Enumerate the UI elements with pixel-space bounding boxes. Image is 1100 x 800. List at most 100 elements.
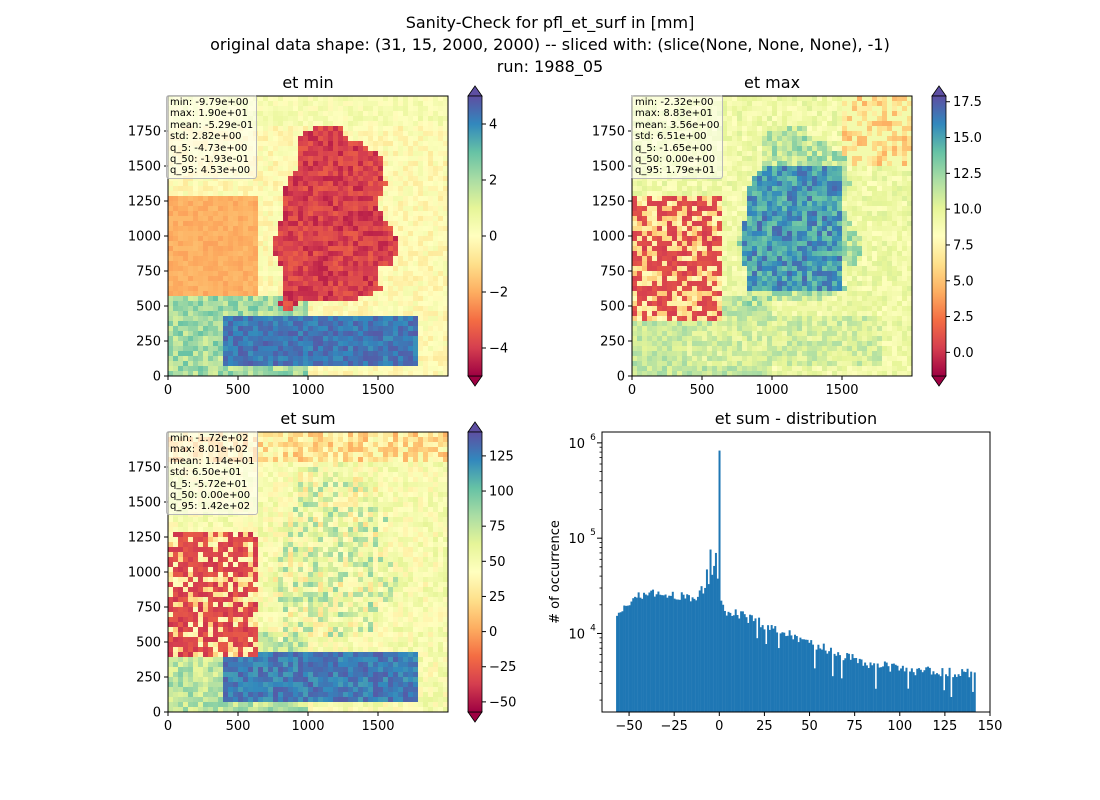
histogram-bar	[889, 671, 892, 712]
histogram-bar	[707, 584, 710, 712]
histogram-bar	[794, 634, 797, 712]
colorbar-tick-label: 0	[489, 230, 497, 245]
histogram-bar	[776, 632, 779, 712]
histogram-bar	[698, 590, 701, 712]
histogram-bar	[682, 594, 685, 712]
axis-title: et sum	[280, 409, 335, 428]
x-tick-label: 0	[715, 719, 723, 734]
histogram-bar	[661, 595, 664, 712]
y-tick-exponent: 4	[590, 623, 596, 633]
stats-line: min: -1.72e+02	[170, 433, 249, 444]
histogram-bar	[945, 674, 948, 712]
histogram-bar	[973, 672, 976, 712]
colorbar-tick-label: 15.0	[953, 131, 982, 146]
histogram-bar	[810, 640, 813, 712]
panel-et-sum-distribution: et sum - distribution −50 −25 0 25 50 75 100 12…	[548, 409, 1002, 734]
histogram-bar	[741, 611, 744, 712]
histogram-bar	[727, 611, 730, 712]
histogram-bar	[680, 592, 683, 712]
panel-et-sum: et sum 0 500 1000 1500 02505007501000125015…	[128, 409, 517, 734]
histogram-bar	[806, 639, 809, 712]
y-tick-label: 1500	[128, 160, 161, 175]
histogram-bar	[662, 595, 665, 712]
histogram-bar	[747, 622, 750, 712]
histogram-bar	[740, 611, 743, 712]
histogram-bar	[912, 672, 915, 712]
stats-line: mean: 3.56e+00	[635, 119, 720, 131]
x-tick-label: 1500	[361, 719, 394, 734]
histogram-bar	[671, 591, 674, 712]
histogram-bar	[792, 639, 795, 712]
x-tick-label: 1500	[825, 383, 858, 398]
colorbar-gradient	[467, 431, 483, 713]
histogram-bar	[817, 644, 820, 712]
histogram-bar	[835, 655, 838, 712]
y-tick-label: 1750	[128, 461, 161, 476]
axis-title: et min	[282, 73, 333, 92]
histogram-bar	[702, 593, 705, 712]
histogram-bar	[966, 668, 969, 712]
histogram-bar	[754, 618, 757, 712]
x-tick-label: 0	[628, 383, 636, 398]
histogram-bar	[934, 674, 937, 712]
histogram-bar	[900, 668, 903, 712]
histogram-bar	[723, 610, 726, 712]
histogram-bar	[921, 672, 924, 712]
stats-line: q_95: 4.53e+00	[170, 165, 251, 177]
histogram-bar	[799, 637, 802, 712]
y-tick-label: 250	[600, 335, 625, 350]
x-tick-label: 25	[756, 719, 773, 734]
histogram-bar	[833, 653, 836, 712]
histogram-bar	[652, 589, 655, 712]
stats-line: q_95: 1.42e+02	[170, 501, 251, 513]
histogram-bar	[765, 644, 768, 712]
y-axis-label: # of occurrence	[548, 520, 563, 624]
histogram-bar	[731, 615, 734, 712]
histogram-bar	[664, 594, 667, 712]
colorbar-gradient	[931, 95, 947, 377]
histogram-bar	[632, 598, 635, 712]
x-tick-label: 50	[801, 719, 818, 734]
colorbar-extend-min	[931, 375, 947, 387]
x-axis: 0 500 1000 1500	[628, 376, 859, 398]
colorbar-tick-label: 12.5	[953, 167, 982, 182]
x-tick-label: 150	[978, 719, 1003, 734]
histogram-bar	[950, 696, 953, 712]
histogram-bar	[869, 662, 872, 712]
histogram-bar	[704, 587, 707, 712]
colorbar-extend-max	[467, 85, 483, 97]
colorbar: −50 −25 0 25 50 75 100 125	[467, 421, 516, 723]
colorbar-tick-label: 10.0	[953, 203, 982, 218]
histogram-bar	[844, 658, 847, 712]
histogram-bar	[918, 668, 921, 712]
colorbar-tick-label: −50	[489, 695, 516, 710]
histogram-bar	[910, 668, 913, 712]
histogram-bar	[668, 595, 671, 712]
histogram-bar	[716, 578, 719, 712]
x-tick-label: 500	[226, 719, 251, 734]
histogram-bar	[653, 596, 656, 712]
colorbar-tick-label: 2	[489, 174, 497, 189]
histogram-bar	[616, 615, 619, 712]
y-tick-label: 750	[600, 265, 625, 280]
histogram-bar	[856, 663, 859, 712]
histogram-bar	[936, 673, 939, 712]
colorbar-tick-label: 75	[489, 520, 506, 535]
y-tick-label: 500	[600, 300, 625, 315]
histogram-bar	[795, 636, 798, 712]
histogram-bar	[968, 677, 971, 712]
histogram-bar	[687, 595, 690, 712]
histogram-bar	[891, 663, 894, 712]
histogram-bar	[797, 642, 800, 712]
y-tick-label: 1500	[592, 160, 625, 175]
stats-line: q_5: -4.73e+00	[170, 142, 248, 154]
colorbar-extend-min	[467, 711, 483, 723]
histogram-bar	[959, 676, 962, 712]
histogram-bar	[675, 599, 678, 712]
histogram-bar	[907, 688, 910, 712]
histogram-bar	[781, 632, 784, 712]
x-tick-label: 1000	[291, 383, 324, 398]
histogram-bar	[625, 605, 628, 712]
histogram-bar	[686, 594, 689, 712]
